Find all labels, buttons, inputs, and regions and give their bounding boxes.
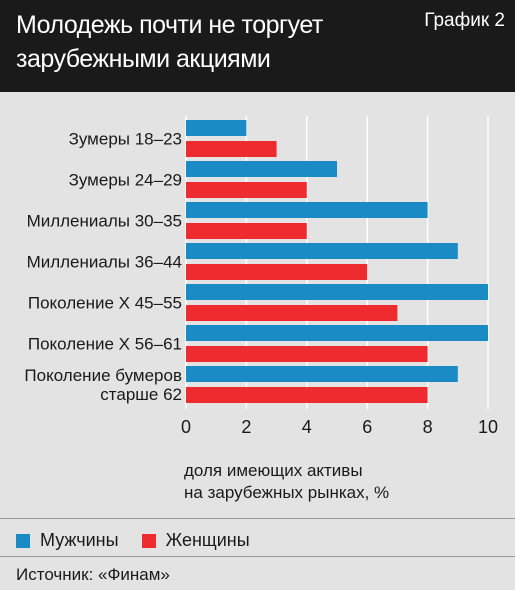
x-tick-label-3: 6 bbox=[362, 417, 372, 437]
legend-label-women: Женщины bbox=[165, 530, 250, 550]
category-label-0-line-0: Зумеры 18–23 bbox=[69, 130, 182, 149]
bar-men-1 bbox=[186, 161, 337, 177]
bar-men-2 bbox=[186, 202, 428, 218]
legend-item-women: Женщины bbox=[141, 530, 250, 551]
graph-number-label: График 2 bbox=[424, 10, 505, 31]
category-label-1-line-0: Зумеры 24–29 bbox=[69, 171, 182, 190]
x-axis-label-line-2: на зарубежных рынках, % bbox=[184, 483, 390, 502]
source-note: Источник: «Финам» bbox=[16, 565, 170, 584]
legend-divider bbox=[0, 518, 515, 519]
legend-item-men: Мужчины bbox=[16, 530, 119, 551]
category-label-3-line-0: Миллениалы 36–44 bbox=[27, 253, 182, 272]
bar-men-3 bbox=[186, 243, 458, 259]
legend: Мужчины Женщины bbox=[16, 530, 268, 553]
legend-swatch-men bbox=[16, 533, 30, 548]
source-divider bbox=[0, 556, 515, 557]
bar-women-4 bbox=[186, 305, 398, 321]
category-label-6-line-0: Поколение бумеров bbox=[24, 366, 182, 385]
bar-men-5 bbox=[186, 325, 488, 341]
legend-swatch-women bbox=[141, 533, 156, 548]
bar-men-4 bbox=[186, 284, 488, 300]
bar-men-6 bbox=[186, 366, 458, 382]
bar-chart: Зумеры 18–23 Зумеры 24–29 Миллениалы 30–35… bbox=[24, 116, 498, 437]
bar-women-2 bbox=[186, 223, 307, 239]
category-label-3: Миллениалы 36–44 bbox=[27, 253, 182, 272]
legend-label-men: Мужчины bbox=[40, 530, 119, 550]
category-label-1: Зумеры 24–29 bbox=[69, 171, 182, 190]
category-label-4-line-0: Поколение Х 45–55 bbox=[28, 294, 182, 313]
x-axis-label-line-1: доля имеющих активы bbox=[184, 461, 363, 480]
bar-men-0 bbox=[186, 120, 247, 136]
category-label-4: Поколение Х 45–55 bbox=[28, 294, 182, 313]
bar-women-6 bbox=[186, 387, 428, 403]
title-line-2: зарубежными акциями bbox=[16, 45, 271, 73]
category-label-5: Поколение Х 56–61 bbox=[28, 335, 182, 354]
chart-title: Молодежь почти не торгует зарубежными ак… bbox=[16, 8, 406, 76]
x-tick-label-4: 8 bbox=[423, 417, 433, 437]
x-tick-label-0: 0 bbox=[181, 417, 191, 437]
category-label-2-line-0: Миллениалы 30–35 bbox=[27, 212, 182, 231]
category-label-6-line-1: старше 62 bbox=[100, 385, 182, 404]
category-label-5-line-0: Поколение Х 56–61 bbox=[28, 335, 182, 354]
x-tick-label-5: 10 bbox=[478, 417, 498, 437]
bar-women-1 bbox=[186, 182, 307, 198]
chart-header: Молодежь почти не торгует зарубежными ак… bbox=[0, 0, 515, 92]
title-line-1: Молодежь почти не торгует bbox=[16, 11, 323, 39]
bar-women-0 bbox=[186, 141, 277, 157]
x-axis-label: доля имеющих активы на зарубежных рынках… bbox=[184, 460, 389, 504]
category-label-6: Поколение бумеров старше 62 bbox=[24, 366, 182, 404]
x-tick-label-2: 4 bbox=[302, 417, 312, 437]
category-label-0: Зумеры 18–23 bbox=[69, 130, 182, 149]
x-tick-label-1: 2 bbox=[241, 417, 251, 437]
bar-women-5 bbox=[186, 346, 428, 362]
bar-women-3 bbox=[186, 264, 368, 280]
category-label-2: Миллениалы 30–35 bbox=[27, 212, 182, 231]
